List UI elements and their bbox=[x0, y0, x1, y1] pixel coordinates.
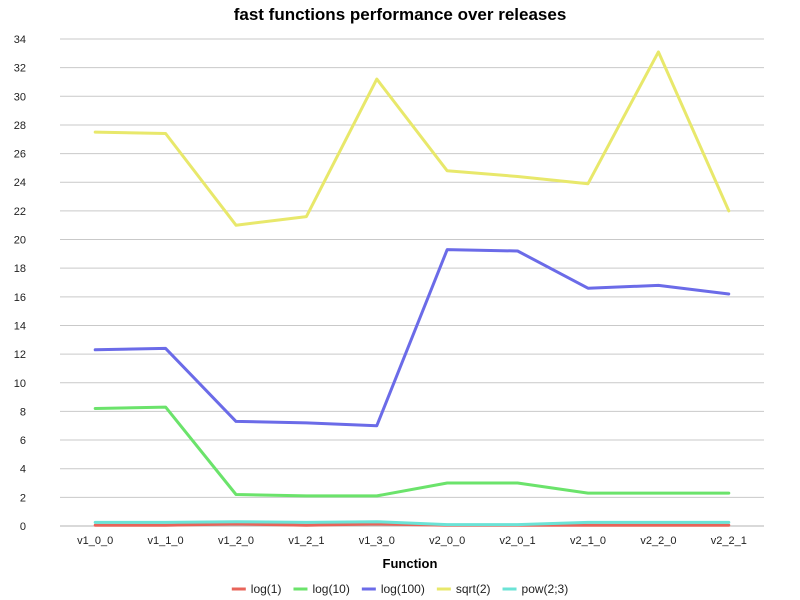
legend-item: pow(2;3) bbox=[502, 582, 569, 596]
y-tick-label: 14 bbox=[14, 320, 26, 332]
y-tick-label: 30 bbox=[14, 91, 26, 103]
y-tick-label: 18 bbox=[14, 263, 26, 275]
y-tick-label: 4 bbox=[20, 464, 26, 476]
x-tick-label: v2_2_1 bbox=[711, 535, 747, 547]
y-tick-label: 22 bbox=[14, 206, 26, 218]
y-tick-label: 0 bbox=[20, 521, 26, 533]
x-tick-label: v1_3_0 bbox=[359, 535, 395, 547]
legend-label: pow(2;3) bbox=[522, 582, 569, 596]
series-line-sqrt-2- bbox=[93, 50, 731, 227]
y-tick-label: 24 bbox=[14, 177, 26, 189]
y-tick-label: 34 bbox=[14, 34, 26, 46]
series-line-pow-2-3- bbox=[93, 520, 731, 527]
y-tick-label: 28 bbox=[14, 120, 26, 132]
y-tick-label: 32 bbox=[14, 63, 26, 75]
legend-item: log(100) bbox=[361, 582, 425, 596]
grid-layer bbox=[60, 38, 764, 527]
x-tick-label: v1_1_0 bbox=[148, 535, 184, 547]
y-tick-label: 6 bbox=[20, 435, 26, 447]
y-tick-label: 8 bbox=[20, 406, 26, 418]
y-tick-label: 2 bbox=[20, 492, 26, 504]
x-axis-title: Function bbox=[383, 556, 438, 571]
x-axis-ticks: v1_0_0 v1_1_0 v1_2_0 v1_2_1 v1_3_0 v2_0_0 v2_0… bbox=[77, 535, 747, 547]
x-tick-label: v1_0_0 bbox=[77, 535, 113, 547]
legend-label: log(1) bbox=[251, 582, 282, 596]
y-tick-label: 26 bbox=[14, 149, 26, 161]
series-layer bbox=[93, 50, 731, 527]
series-line-log-10- bbox=[93, 405, 731, 498]
x-tick-label: v2_2_0 bbox=[640, 535, 676, 547]
legend-item: log(1) bbox=[231, 582, 282, 596]
y-tick-label: 20 bbox=[14, 235, 26, 247]
legend: log(1) log(10) log(100) sqrt(2) pow(2;3) bbox=[231, 582, 569, 596]
chart-title: fast functions performance over releases bbox=[234, 5, 567, 24]
legend-item: sqrt(2) bbox=[436, 582, 491, 596]
legend-label: log(10) bbox=[312, 582, 349, 596]
legend-item: log(10) bbox=[293, 582, 350, 596]
legend-label: sqrt(2) bbox=[456, 582, 491, 596]
y-tick-label: 10 bbox=[14, 378, 26, 390]
y-tick-label: 12 bbox=[14, 349, 26, 361]
x-tick-label: v2_0_1 bbox=[500, 535, 536, 547]
x-tick-label: v2_0_0 bbox=[429, 535, 465, 547]
x-tick-label: v1_2_0 bbox=[218, 535, 254, 547]
y-tick-label: 16 bbox=[14, 292, 26, 304]
legend-label: log(100) bbox=[381, 582, 425, 596]
x-tick-label: v2_1_0 bbox=[570, 535, 606, 547]
x-tick-label: v1_2_1 bbox=[288, 535, 324, 547]
series-line-log-100- bbox=[93, 248, 731, 428]
